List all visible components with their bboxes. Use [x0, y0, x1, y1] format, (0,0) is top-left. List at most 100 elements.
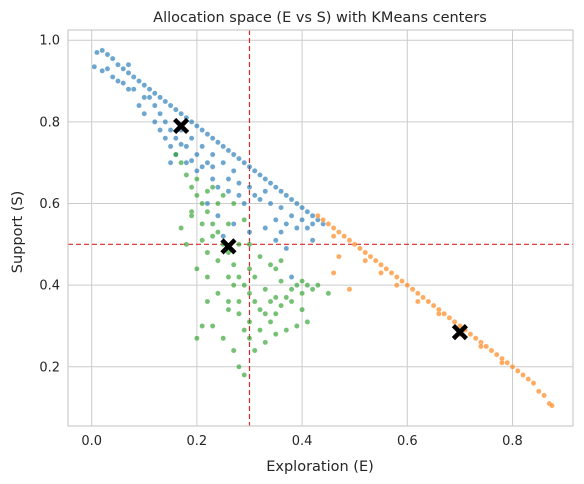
scatter-point [173, 106, 179, 113]
scatter-point [194, 192, 200, 199]
scatter-point [525, 376, 532, 382]
scatter-point [509, 364, 516, 370]
scatter-point [220, 192, 226, 199]
scatter-point [157, 94, 163, 101]
scatter-point [267, 319, 274, 325]
scatter-point [530, 380, 537, 386]
scatter-point [225, 298, 232, 305]
scatter-point [236, 274, 242, 280]
scatter-point [399, 278, 405, 284]
scatter-point [236, 180, 242, 186]
scatter-point [251, 168, 258, 174]
scatter-point [504, 359, 511, 366]
y-tick-label: 0.6 [39, 197, 60, 212]
scatter-point [315, 212, 321, 219]
scatter-point [162, 119, 169, 125]
scatter-point [130, 86, 137, 92]
scatter-point [99, 68, 105, 74]
x-tick-label: 0.2 [187, 434, 208, 449]
scatter-point [393, 274, 400, 280]
scatter-point [194, 168, 200, 174]
scatter-point [283, 192, 290, 199]
scatter-point [236, 192, 242, 199]
scatter-point [204, 188, 211, 195]
scatter-point [209, 163, 216, 170]
scatter-point [488, 347, 495, 354]
scatter-point [204, 200, 211, 207]
scatter-point [262, 225, 269, 231]
scatter-point [325, 290, 332, 297]
scatter-point [257, 196, 263, 203]
y-tick-label: 0.2 [39, 360, 60, 375]
y-tick-label: 0.4 [39, 279, 60, 294]
scatter-point [246, 184, 253, 190]
scatter-point [267, 298, 274, 305]
scatter-point [230, 347, 237, 354]
scatter-point [278, 204, 284, 211]
scatter-point [341, 233, 347, 239]
scatter-point [146, 94, 153, 101]
scatter-point [125, 70, 132, 76]
scatter-point [267, 180, 274, 186]
scatter-point [409, 286, 416, 293]
scatter-point [141, 94, 148, 101]
scatter-point [288, 196, 295, 203]
x-tick-label: 0.8 [502, 434, 523, 449]
scatter-point [267, 200, 274, 207]
scatter-point [167, 102, 174, 109]
cluster-centers [173, 117, 468, 341]
scatter-point [183, 241, 190, 248]
scatter-point [236, 241, 242, 248]
scatter-point [309, 212, 316, 219]
scatter-point [178, 225, 184, 231]
scatter-point [241, 282, 248, 288]
scatter-point [215, 290, 221, 297]
scatter-point [272, 331, 279, 337]
scatter-point [215, 212, 221, 219]
scatter-point [367, 253, 374, 260]
scatter-point [215, 229, 221, 235]
scatter-point [215, 257, 221, 264]
grid [68, 30, 573, 426]
scatter-point [178, 110, 184, 117]
scatter-point [91, 63, 98, 70]
scatter-point [404, 282, 411, 288]
scatter-point [336, 229, 342, 235]
scatter-point [499, 359, 505, 366]
scatter-point [194, 335, 200, 342]
scatter-point [420, 294, 426, 301]
scatter-point [320, 217, 326, 223]
series-0 [91, 47, 326, 280]
scatter-point [209, 323, 216, 329]
scatter-point [204, 249, 211, 256]
scatter-point [125, 86, 132, 92]
scatter-point [146, 86, 153, 92]
scatter-point [220, 233, 226, 239]
scatter-point [220, 335, 226, 342]
scatter-point [294, 282, 300, 288]
scatter-point [251, 274, 258, 280]
scatter-point [309, 221, 316, 227]
scatter-point [120, 65, 127, 72]
scatter-point [294, 225, 300, 231]
scatter-point [272, 294, 279, 301]
scatter-point [246, 241, 253, 248]
scatter-point [283, 294, 290, 301]
scatter-point [362, 257, 369, 264]
scatter-point [188, 119, 195, 125]
scatter-point [262, 176, 269, 182]
scatter-point [109, 74, 116, 80]
scatter-point [230, 282, 237, 288]
scatter-point [257, 306, 263, 313]
scatter-point [115, 61, 121, 68]
scatter-point [278, 278, 284, 284]
scatter-point [236, 298, 242, 305]
scatter-point [236, 364, 242, 370]
scatter-point [167, 159, 174, 166]
scatter-point [446, 315, 453, 321]
scatter-point [299, 204, 305, 211]
scatter-point [246, 335, 253, 342]
scatter-point [199, 323, 205, 329]
scatter-point [241, 327, 248, 333]
scatter-point [415, 290, 421, 297]
